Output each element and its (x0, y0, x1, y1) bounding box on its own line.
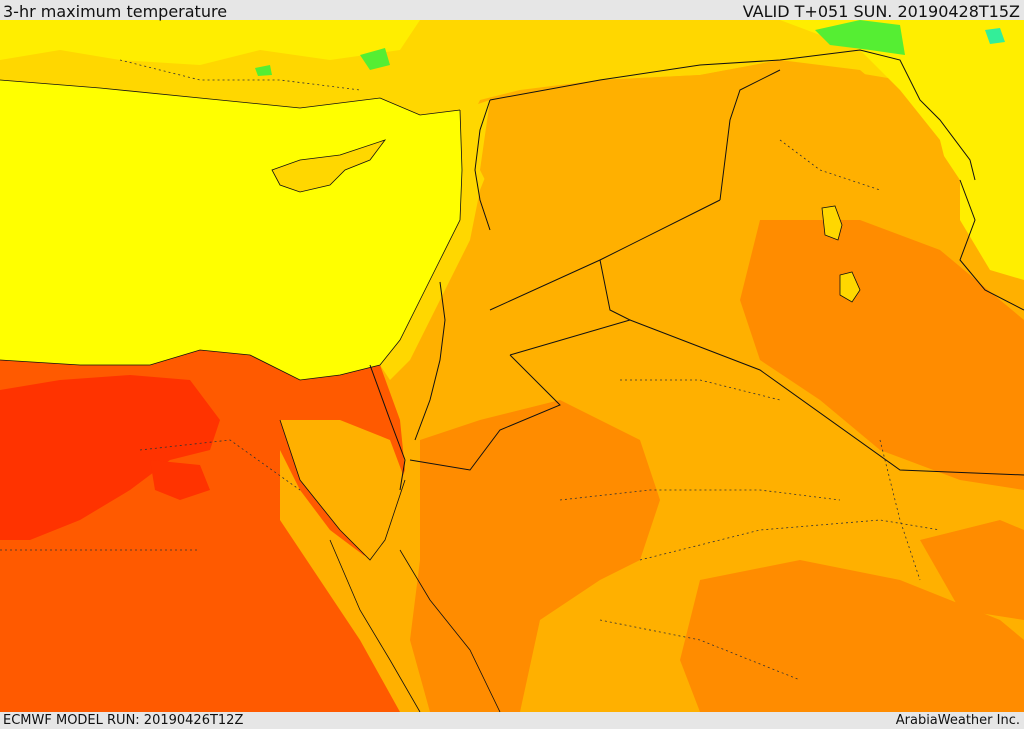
model-run-label: ECMWF MODEL RUN: 20190426T12Z (3, 713, 244, 728)
coastlines (0, 79, 501, 712)
mediterranean-sea (0, 80, 462, 380)
arabia-hot-region (410, 400, 660, 712)
north-green-3 (360, 48, 390, 70)
provincial-borders (0, 59, 941, 681)
north-green-4 (255, 65, 272, 76)
syria-warm-region (480, 60, 960, 240)
south-hot-region (680, 560, 1024, 712)
lake-razazza (839, 271, 861, 303)
valid-time-label: VALID T+051 SUN. 20190428T15Z (742, 2, 1020, 21)
egypt-hottest-patch (150, 460, 210, 500)
lake-tharthar (821, 205, 843, 241)
provider-label: ArabiaWeather Inc. (895, 713, 1020, 728)
north-yellow-patches (0, 20, 420, 65)
east-hot-region (920, 520, 1024, 620)
northeast-yellow (780, 20, 1024, 280)
sinai-warm (280, 420, 405, 560)
egypt-hottest-region (0, 375, 220, 540)
northeast-green-2 (985, 28, 1005, 44)
iraq-hot-region (740, 220, 1024, 490)
temperature-map-svg (0, 20, 1024, 712)
national-borders (369, 49, 1024, 491)
levant-coast (380, 100, 500, 380)
cyprus-island (271, 139, 387, 193)
northeast-green-1 (815, 20, 905, 55)
temperature-map (0, 20, 1024, 712)
map-title: 3-hr maximum temperature (3, 2, 228, 21)
